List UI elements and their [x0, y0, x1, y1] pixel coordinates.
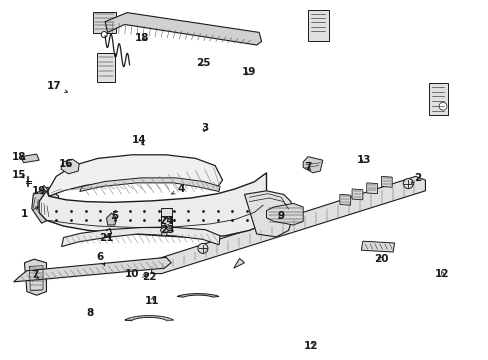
Text: 10: 10 [124, 269, 145, 279]
Text: 20: 20 [373, 254, 388, 264]
Polygon shape [361, 241, 394, 252]
Text: 2: 2 [410, 173, 421, 183]
Text: 24: 24 [159, 216, 173, 226]
Text: 7: 7 [31, 270, 39, 280]
Polygon shape [366, 183, 377, 194]
Polygon shape [80, 178, 220, 192]
Polygon shape [160, 227, 168, 236]
Text: 23: 23 [160, 225, 174, 235]
Text: 12: 12 [304, 341, 318, 351]
Circle shape [403, 179, 412, 189]
Polygon shape [125, 316, 173, 321]
Bar [161, 216, 172, 230]
Text: 19: 19 [32, 186, 46, 196]
Polygon shape [61, 228, 220, 247]
Text: 4: 4 [171, 184, 184, 194]
Text: 6: 6 [97, 252, 104, 266]
Text: 14: 14 [132, 135, 146, 145]
Bar [428, 83, 447, 115]
Text: 21: 21 [99, 233, 114, 243]
Polygon shape [48, 155, 222, 196]
Text: 18: 18 [134, 33, 149, 43]
Polygon shape [244, 191, 293, 237]
Circle shape [163, 218, 170, 225]
Polygon shape [303, 157, 322, 173]
Polygon shape [32, 187, 59, 223]
Polygon shape [351, 189, 362, 200]
Polygon shape [97, 53, 115, 82]
Text: 1: 1 [21, 207, 38, 219]
Polygon shape [151, 176, 425, 274]
Text: 17: 17 [46, 81, 67, 93]
Text: 7: 7 [304, 162, 311, 172]
Polygon shape [381, 176, 391, 187]
Text: 15: 15 [12, 170, 27, 180]
Polygon shape [39, 173, 266, 238]
Polygon shape [24, 259, 46, 295]
Polygon shape [266, 203, 303, 225]
Text: 18: 18 [12, 152, 27, 162]
Polygon shape [233, 258, 244, 268]
Bar [161, 208, 172, 228]
Text: 19: 19 [242, 67, 256, 77]
Text: 5: 5 [111, 211, 118, 221]
Text: 13: 13 [356, 155, 371, 165]
Polygon shape [106, 213, 116, 225]
Circle shape [101, 32, 107, 37]
Text: 16: 16 [59, 159, 73, 169]
Text: 12: 12 [434, 269, 449, 279]
Text: 9: 9 [277, 211, 284, 221]
Circle shape [438, 102, 446, 110]
Polygon shape [105, 13, 261, 45]
Polygon shape [14, 257, 171, 282]
Polygon shape [61, 159, 79, 174]
Polygon shape [40, 185, 49, 191]
Polygon shape [93, 12, 116, 33]
Text: 8: 8 [87, 308, 94, 318]
Text: 11: 11 [144, 296, 159, 306]
Text: 3: 3 [202, 123, 208, 133]
Polygon shape [21, 154, 39, 163]
Polygon shape [339, 194, 350, 205]
Circle shape [198, 243, 207, 253]
Bar [307, 10, 328, 41]
Text: 22: 22 [142, 272, 156, 282]
Polygon shape [177, 294, 219, 297]
Text: 25: 25 [195, 58, 210, 68]
